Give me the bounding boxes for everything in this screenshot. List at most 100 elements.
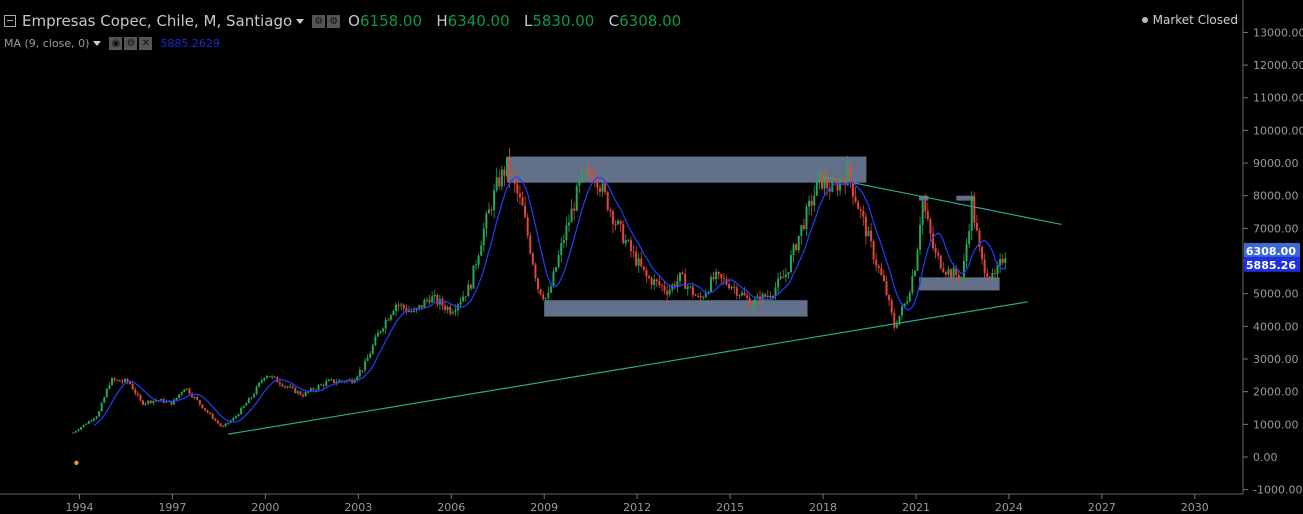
candle-body [542,294,545,300]
last-price-tag-label: 6308.00 [1246,245,1296,258]
candle-body [947,269,950,275]
candle-body [100,402,103,412]
y-tick-label: 7000.00 [1253,222,1299,235]
candle-body [944,272,947,275]
candle-body [503,169,506,176]
collapse-icon[interactable] [4,15,16,27]
candle-body [681,272,684,275]
symbol-title[interactable]: Empresas Copec, Chile, M, Santiago [22,12,293,30]
candle-body [555,267,558,272]
candle-body [808,200,811,207]
candle-body [877,265,880,269]
candle-body [302,394,305,397]
x-tick-label: 2012 [623,501,651,514]
candle-body [962,261,965,278]
candle-body [402,304,405,309]
candle-body [379,331,382,333]
candle-body [289,386,292,388]
x-tick-label: 1994 [66,501,94,514]
candle-body [826,177,829,188]
candle-body [529,235,532,254]
candle-body [136,393,139,395]
candle-body [919,224,922,251]
candle-body [640,258,643,267]
candle-body [209,412,212,414]
candle-body [784,274,787,278]
settings-icon[interactable]: ⚙ [124,36,138,50]
candle-body [438,298,441,305]
candle-body [451,312,454,314]
candle-body [645,269,648,277]
candle-body [178,394,181,398]
candle-body [730,287,733,289]
candle-body [839,180,842,191]
candle-body [702,297,705,299]
x-tick-label: 2021 [902,501,930,514]
gear-icon[interactable]: ⚙ [327,14,341,28]
candle-body [800,225,803,236]
candle-body [704,293,707,298]
candle-body [531,253,534,265]
candle-body [395,304,398,312]
candle-body [72,432,75,434]
low-label: L [523,12,533,30]
candle-body [149,400,152,404]
candle-body [320,384,323,386]
candle-body [511,175,514,178]
candle-body [859,209,862,211]
candle-body [206,410,209,413]
indicator-label[interactable]: MA (9, close, 0) [4,36,90,50]
candle-body [880,268,883,275]
eye-icon[interactable]: ◉ [109,36,123,50]
y-tick-label: 13000.00 [1253,26,1303,39]
price-axis[interactable]: 13000.00 12000.00 11000.00 10000.00 9000.00 8… [1243,26,1303,497]
candle-body [573,208,576,211]
candle-body [846,164,849,186]
settings-icon[interactable]: ⚙ [312,14,326,28]
candle-body [198,400,201,405]
y-tick-label: 11000.00 [1253,92,1303,105]
candle-body [738,295,741,297]
chevron-down-icon[interactable] [93,40,102,46]
candle-body [356,376,359,380]
time-axis[interactable]: 1994 1997 2000 2003 2006 2009 2012 2015 2018 2021… [66,494,1209,514]
candle-body [493,190,496,211]
candle-body [129,381,132,384]
candle-body [366,357,369,362]
candle-body [214,418,217,421]
candle-body [653,279,656,285]
candle-body [588,168,591,174]
candle-body [534,264,537,279]
candle-body [929,219,932,234]
candle-body [260,380,263,383]
candle-body [322,384,325,386]
candle-body [580,170,583,181]
close-icon[interactable]: ✕ [139,36,153,50]
candle-body [867,230,870,237]
candle-body [583,170,586,172]
candle-body [753,299,756,306]
candle-body [552,271,555,287]
candle-body [968,231,971,245]
candle-body [420,305,423,308]
candle-body [74,431,77,433]
y-tick-label: 8000.00 [1253,190,1299,203]
candle-body [255,386,258,395]
candle-body [358,370,361,377]
candle-body [851,181,854,197]
candle-body [699,296,702,298]
candle-body [309,388,312,392]
candle-body [467,284,470,297]
candle-body [539,289,542,295]
candle-body [751,305,754,307]
ma-value-tag-bg [1244,256,1300,272]
candle-body [950,269,953,278]
candle-body [733,287,736,289]
candle-body [890,300,893,313]
candle-body [771,296,774,298]
candle-body [446,306,449,310]
y-tick-label: 2000.00 [1253,386,1299,399]
chevron-down-icon[interactable] [296,18,305,24]
x-tick-label: 1997 [158,501,186,514]
